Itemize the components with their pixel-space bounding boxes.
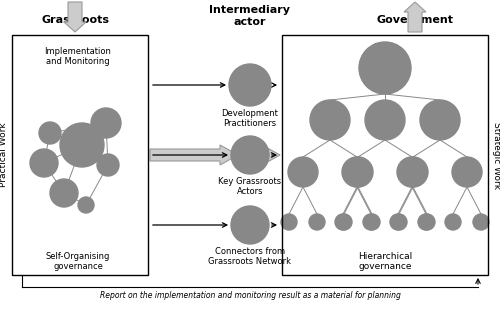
Circle shape — [390, 214, 406, 230]
Text: Grassroots: Grassroots — [41, 15, 109, 25]
Text: Key Grassroots
Actors: Key Grassroots Actors — [218, 177, 282, 196]
Circle shape — [452, 157, 482, 187]
Circle shape — [398, 157, 428, 187]
Circle shape — [391, 214, 407, 230]
Circle shape — [420, 100, 460, 140]
Circle shape — [359, 42, 411, 94]
Circle shape — [418, 214, 434, 230]
Bar — [12, 35, 148, 275]
Circle shape — [50, 179, 78, 207]
Text: Hierarchical
governance: Hierarchical governance — [358, 252, 412, 271]
Circle shape — [335, 214, 351, 230]
Circle shape — [309, 214, 325, 230]
Circle shape — [78, 197, 94, 213]
Text: Government: Government — [376, 15, 454, 25]
Circle shape — [364, 214, 380, 230]
Circle shape — [97, 154, 119, 176]
Circle shape — [419, 214, 435, 230]
Polygon shape — [64, 2, 86, 32]
Circle shape — [281, 214, 297, 230]
Circle shape — [397, 157, 427, 187]
Text: Strategic Work: Strategic Work — [492, 121, 500, 189]
Circle shape — [473, 214, 489, 230]
Circle shape — [60, 123, 104, 167]
Circle shape — [231, 206, 269, 244]
Text: Connectors from
Grassroots Network: Connectors from Grassroots Network — [208, 247, 292, 266]
Circle shape — [30, 149, 58, 177]
Circle shape — [288, 157, 318, 187]
Text: Report on the implementation and monitoring result as a material for planning: Report on the implementation and monitor… — [100, 291, 401, 300]
Text: Intermediary
actor: Intermediary actor — [210, 5, 290, 27]
Text: Plans: Plans — [373, 43, 397, 52]
Circle shape — [229, 64, 271, 106]
Circle shape — [365, 100, 405, 140]
Circle shape — [336, 214, 352, 230]
Circle shape — [342, 157, 372, 187]
Circle shape — [343, 157, 373, 187]
Circle shape — [445, 214, 461, 230]
Polygon shape — [262, 145, 280, 165]
Text: Implementation
and Monitoring: Implementation and Monitoring — [44, 47, 112, 67]
Polygon shape — [404, 2, 426, 32]
Circle shape — [363, 214, 379, 230]
Bar — [282, 35, 488, 275]
Text: Self-Organising
governance: Self-Organising governance — [46, 252, 110, 271]
Text: Development
Practitioners: Development Practitioners — [222, 109, 278, 129]
Circle shape — [39, 122, 61, 144]
Circle shape — [310, 100, 350, 140]
Polygon shape — [150, 145, 238, 165]
Circle shape — [231, 136, 269, 174]
Text: Practical Work: Practical Work — [0, 123, 8, 187]
Circle shape — [91, 108, 121, 138]
